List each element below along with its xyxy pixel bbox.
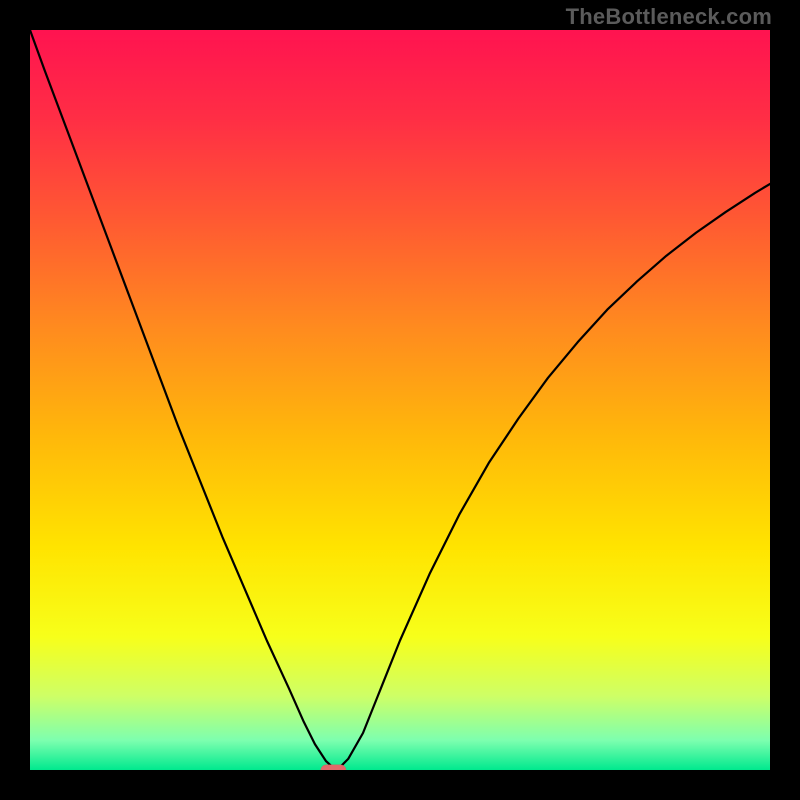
optimum-marker <box>321 765 346 770</box>
bottleneck-curve-chart <box>30 30 770 770</box>
chart-plot-area <box>30 30 770 770</box>
chart-background <box>30 30 770 770</box>
image-frame: TheBottleneck.com <box>0 0 800 800</box>
watermark-text: TheBottleneck.com <box>566 4 772 30</box>
